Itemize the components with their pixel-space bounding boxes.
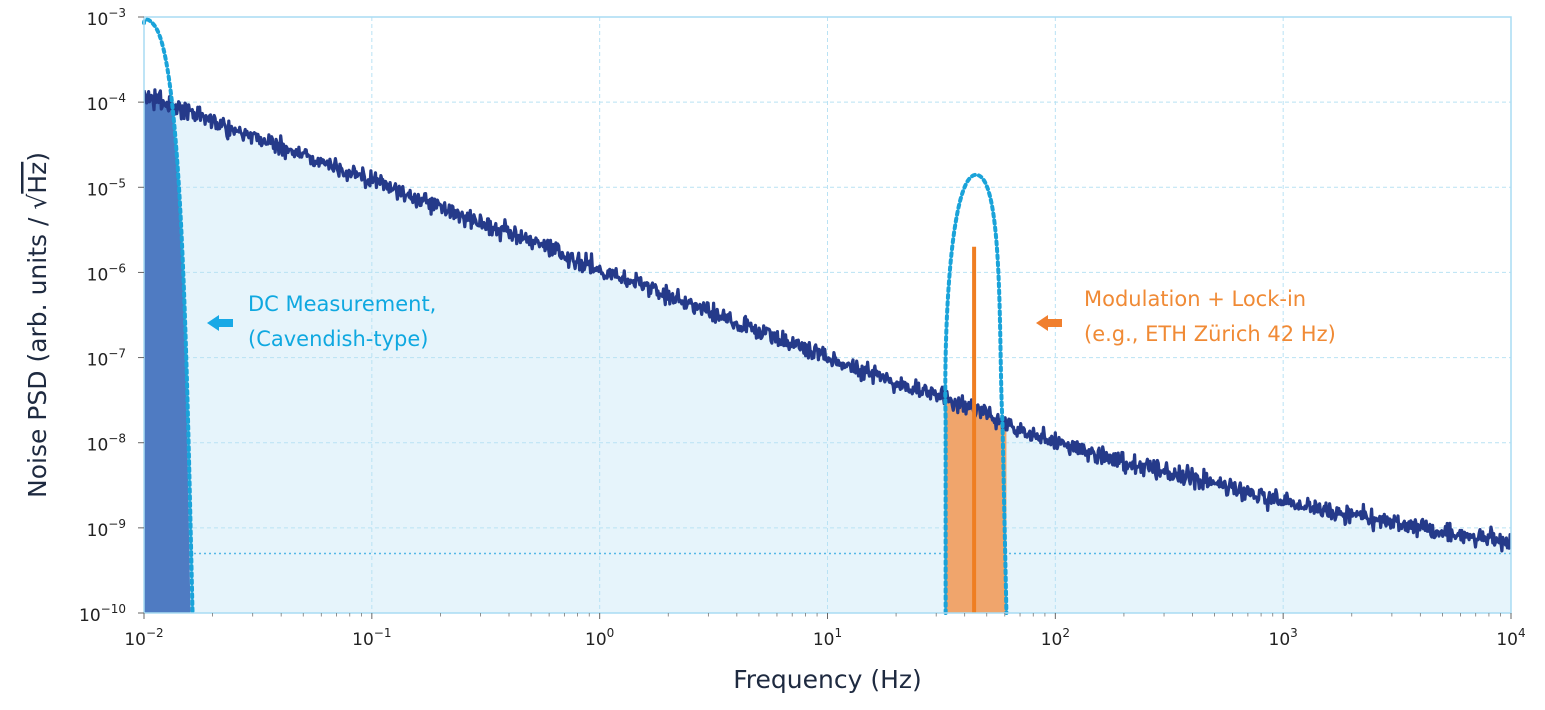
- x-tick-label: 10−1: [352, 626, 391, 650]
- lockin-arrow-icon: [1036, 315, 1062, 331]
- x-axis-title: Frequency (Hz): [733, 665, 922, 694]
- x-tick-label: 101: [813, 626, 842, 650]
- x-tick-label: 103: [1269, 626, 1298, 650]
- y-tick-label: 10−3: [87, 6, 126, 30]
- y-tick-label: 10−10: [79, 602, 126, 626]
- dc-envelope: [142, 17, 195, 613]
- sqrt-symbol: √: [23, 194, 52, 210]
- x-tick-label: 104: [1496, 626, 1525, 650]
- y-axis-title-sqrt-arg: Hz: [23, 162, 52, 194]
- y-tick-label: 10−4: [87, 91, 126, 115]
- y-axis-title-suffix: ): [23, 152, 52, 162]
- dc-annotation-line-2: (Cavendish-type): [248, 327, 428, 351]
- x-tick-label: 100: [585, 626, 614, 650]
- y-tick-label: 10−5: [87, 176, 126, 200]
- y-tick-label: 10−8: [87, 432, 126, 456]
- y-axis-title-prefix: Noise PSD (arb. units /: [23, 210, 52, 498]
- lockin-envelope: [943, 172, 1009, 615]
- y-tick-label: 10−9: [87, 517, 126, 541]
- dc-annotation-line-1: DC Measurement,: [248, 292, 436, 316]
- svg-text:Noise PSD (arb. units / √Hz): Noise PSD (arb. units / √Hz): [23, 152, 52, 498]
- x-tick-label: 10−2: [124, 626, 163, 650]
- dc-arrow-icon: [207, 315, 233, 331]
- y-axis-title: Noise PSD (arb. units / √Hz): [23, 152, 52, 498]
- x-tick-label: 102: [1041, 626, 1070, 650]
- lockin-annotation-line-2: (e.g., ETH Zürich 42 Hz): [1084, 322, 1336, 346]
- noise-psd-line: [144, 88, 1511, 553]
- lockin-annotation-line-1: Modulation + Lock-in: [1084, 287, 1306, 311]
- y-tick-label: 10−7: [87, 347, 126, 371]
- psd-area-fill: [144, 89, 1511, 613]
- dc-measurement-band: [144, 89, 191, 613]
- y-tick-label: 10−6: [87, 261, 126, 285]
